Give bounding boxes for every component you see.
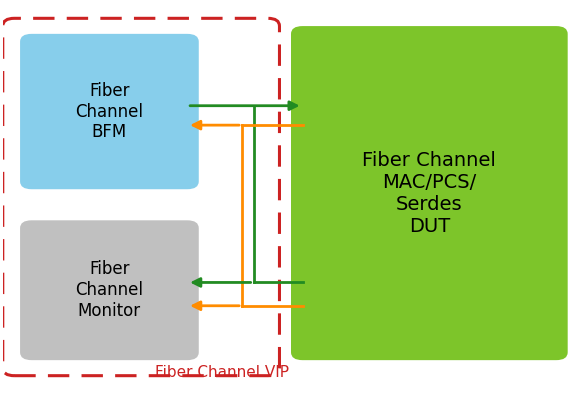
FancyBboxPatch shape: [20, 220, 199, 360]
Text: Fiber Channel
MAC/PCS/
Serdes
DUT: Fiber Channel MAC/PCS/ Serdes DUT: [363, 151, 496, 236]
Text: Fiber
Channel
Monitor: Fiber Channel Monitor: [76, 260, 143, 320]
FancyBboxPatch shape: [291, 26, 567, 360]
Text: Fiber
Channel
BFM: Fiber Channel BFM: [76, 82, 143, 141]
Text: Fiber Channel VIP: Fiber Channel VIP: [155, 364, 289, 379]
FancyBboxPatch shape: [20, 34, 199, 189]
